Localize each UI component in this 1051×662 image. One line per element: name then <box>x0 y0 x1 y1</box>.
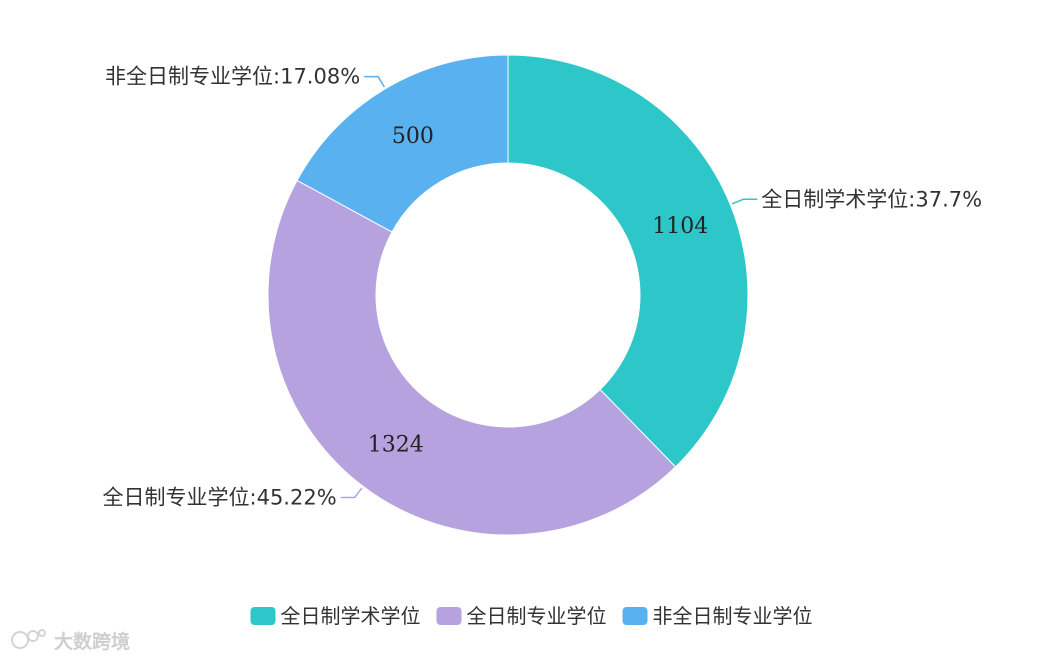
legend-item-label-2[interactable]: 非全日制专业学位 <box>653 604 813 628</box>
watermark-logo-icon <box>11 629 46 649</box>
slice-0[interactable] <box>507 54 749 468</box>
legend-swatch-2[interactable] <box>622 607 648 625</box>
watermark-text: 大数跨境 <box>54 630 130 653</box>
slice-value-label-1: 1324 <box>368 432 424 457</box>
legend-item-label-0[interactable]: 全日制学术学位 <box>281 604 421 628</box>
legend: 全日制学术学位 全日制专业学位 非全日制专业学位 <box>250 604 813 628</box>
slice-2[interactable] <box>296 54 509 233</box>
legend-item-label-1[interactable]: 全日制专业学位 <box>467 604 607 628</box>
callout-line-1 <box>340 487 363 499</box>
legend-swatch-0[interactable] <box>250 607 276 625</box>
legend-swatch-1[interactable] <box>436 607 462 625</box>
slice-callout-label-1: 全日制专业学位:45.22% <box>103 486 337 510</box>
slice-1[interactable] <box>267 179 677 536</box>
slice-callout-label-0: 全日制学术学位:37.7% <box>761 187 982 211</box>
slice-callout-label-2: 非全日制专业学位:17.08% <box>105 65 360 89</box>
callout-line-0 <box>731 198 758 205</box>
callout-line-2 <box>364 75 385 88</box>
slice-value-label-2: 500 <box>392 124 434 149</box>
slice-value-label-0: 1104 <box>652 214 708 239</box>
watermark: 大数跨境 <box>11 629 130 653</box>
